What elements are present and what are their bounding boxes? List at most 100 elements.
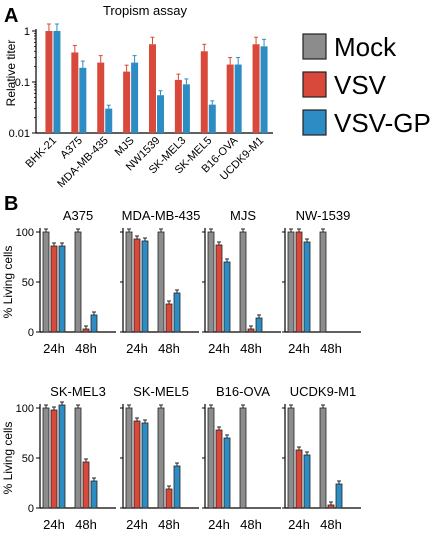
- panel-a-bar-sk-mel3-vsv-gp: [182, 84, 190, 133]
- bar-sk-mel3-24h-vsv-gp: [58, 404, 66, 509]
- legend-label-vsv: VSV: [334, 70, 387, 100]
- panel-a-bar-sk-mel5-vsv: [200, 51, 208, 134]
- panel-title-mda-mb-435: MDA-MB-435: [122, 208, 201, 223]
- x-tick-label: 48h: [75, 517, 97, 532]
- panel-a-bar-ucdk9-m1-vsv-gp: [260, 46, 268, 133]
- bar-b16-ova-48h-mock: [239, 407, 247, 509]
- bar-ucdk9-m1-24h-vsv-gp: [303, 454, 311, 509]
- panel-a-tick-label: 1: [24, 26, 30, 38]
- panel-a-bar-nw1539-vsv: [149, 44, 156, 134]
- bar-sk-mel3-24h-vsv: [50, 409, 58, 509]
- bar-ucdk9-m1-24h-vsv: [295, 449, 303, 509]
- bar-b16-ova-24h-mock: [207, 407, 215, 509]
- bar-a375-48h-mock: [74, 231, 82, 333]
- bar-sk-mel5-24h-vsv: [133, 420, 141, 509]
- y-tick-label: 0: [28, 503, 34, 515]
- y-tick-label: 50: [22, 453, 34, 465]
- panel-a-bar-ucdk9-m1-vsv: [252, 44, 260, 134]
- legend-swatch-vsv-gp: [302, 109, 327, 136]
- x-tick-label: 48h: [240, 341, 262, 356]
- panel-title-ucdk9-m1: UCDK9-M1: [290, 384, 356, 399]
- bar-a375-48h-vsv: [82, 328, 90, 333]
- bar-ucdk9-m1-48h-vsv-gp: [335, 483, 343, 509]
- bar-b16-ova-24h-vsv: [215, 429, 223, 509]
- bar-ucdk9-m1-48h-vsv: [327, 504, 335, 509]
- panel-title-b16-ova: B16-OVA: [216, 384, 270, 399]
- panel-a-bar-a375-vsv-gp: [79, 67, 87, 133]
- bar-mda-mb-435-48h-vsv: [165, 303, 173, 333]
- x-tick-label: 48h: [158, 341, 180, 356]
- y-tick-label: 50: [22, 277, 34, 289]
- bar-mjs-24h-mock: [207, 231, 215, 333]
- panel-a-letter: A: [4, 5, 18, 27]
- y-tick-label: 100: [16, 227, 34, 239]
- bar-a375-24h-vsv: [50, 245, 58, 333]
- bar-a375-24h-mock: [42, 231, 50, 333]
- panel-a-ylabel: Relative titer: [4, 40, 18, 107]
- x-tick-label: 48h: [320, 341, 342, 356]
- bar-mda-mb-435-48h-vsv-gp: [173, 292, 181, 333]
- x-tick-label: 48h: [75, 341, 97, 356]
- panel-a-bar-mda-mb-435-vsv-gp: [105, 108, 113, 133]
- y-axis-label: % Living cells: [1, 422, 15, 495]
- bar-mjs-48h-vsv-gp: [255, 317, 263, 333]
- x-tick-label: 48h: [240, 517, 262, 532]
- panel-a-bar-nw1539-vsv-gp: [157, 95, 164, 133]
- legend-label-vsv-gp: VSV-GP: [334, 108, 431, 138]
- x-tick-label: 24h: [288, 517, 310, 532]
- panel-a-bar-mjs-vsv: [123, 71, 131, 133]
- panel-a-bar-sk-mel5-vsv-gp: [208, 104, 216, 133]
- bar-b16-ova-24h-vsv-gp: [223, 437, 231, 509]
- bar-mjs-24h-vsv: [215, 244, 223, 333]
- x-tick-label: 48h: [158, 517, 180, 532]
- panel-a-title: Tropism assay: [103, 3, 188, 18]
- legend: Mock VSV VSV-GP: [302, 32, 431, 138]
- bar-sk-mel5-48h-mock: [157, 407, 165, 509]
- bar-sk-mel3-24h-mock: [42, 407, 50, 509]
- bar-mjs-24h-vsv-gp: [223, 261, 231, 333]
- bar-nw-1539-24h-vsv-gp: [303, 241, 311, 333]
- bar-nw-1539-24h-mock: [287, 231, 295, 333]
- bar-mda-mb-435-48h-mock: [157, 231, 165, 333]
- y-tick-label: 0: [28, 327, 34, 339]
- x-tick-label: 24h: [126, 341, 148, 356]
- legend-label-mock: Mock: [334, 32, 397, 62]
- bar-mda-mb-435-24h-vsv: [133, 238, 141, 333]
- y-axis-label: % Living cells: [1, 246, 15, 319]
- panel-a-bar-mda-mb-435-vsv: [97, 62, 105, 134]
- x-tick-label: 24h: [126, 517, 148, 532]
- panel-a-tick-label: 0.1: [15, 77, 30, 89]
- panel-a-tick-label: 0.01: [9, 128, 30, 140]
- panel-a-bar-b16-ova-vsv-gp: [234, 64, 242, 133]
- bar-sk-mel3-48h-vsv-gp: [90, 480, 98, 509]
- legend-swatch-vsv: [302, 71, 327, 98]
- panel-title-nw-1539: NW-1539: [296, 208, 351, 223]
- panel-a-bar-mjs-vsv-gp: [131, 62, 139, 134]
- panel-title-mjs: MJS: [230, 208, 256, 223]
- panel-b-letter: B: [4, 193, 18, 215]
- x-tick-label: 24h: [43, 341, 65, 356]
- bar-nw-1539-48h-mock: [319, 231, 327, 333]
- bar-mjs-48h-mock: [239, 231, 247, 333]
- panel-a-bar-sk-mel3-vsv: [174, 79, 182, 133]
- panel-a-bar-bhk-21-vsv-gp: [53, 31, 61, 133]
- bar-sk-mel5-24h-vsv-gp: [141, 422, 149, 509]
- panel-title-sk-mel5: SK-MEL5: [133, 384, 189, 399]
- panel-a-bar-a375-vsv: [71, 52, 79, 133]
- x-tick-label: 24h: [43, 517, 65, 532]
- y-tick-label: 100: [16, 403, 34, 415]
- bar-sk-mel5-48h-vsv: [165, 488, 173, 509]
- x-tick-label: 24h: [208, 517, 230, 532]
- bar-sk-mel5-24h-mock: [125, 407, 133, 509]
- panel-a-bar-b16-ova-vsv: [226, 64, 234, 133]
- x-tick-label: 24h: [208, 341, 230, 356]
- bar-sk-mel5-48h-vsv-gp: [173, 465, 181, 509]
- panel-title-a375: A375: [63, 208, 93, 223]
- bar-mjs-48h-vsv: [247, 328, 255, 333]
- bar-sk-mel3-48h-vsv: [82, 461, 90, 509]
- bar-ucdk9-m1-48h-mock: [319, 407, 327, 509]
- bar-ucdk9-m1-24h-mock: [287, 407, 295, 509]
